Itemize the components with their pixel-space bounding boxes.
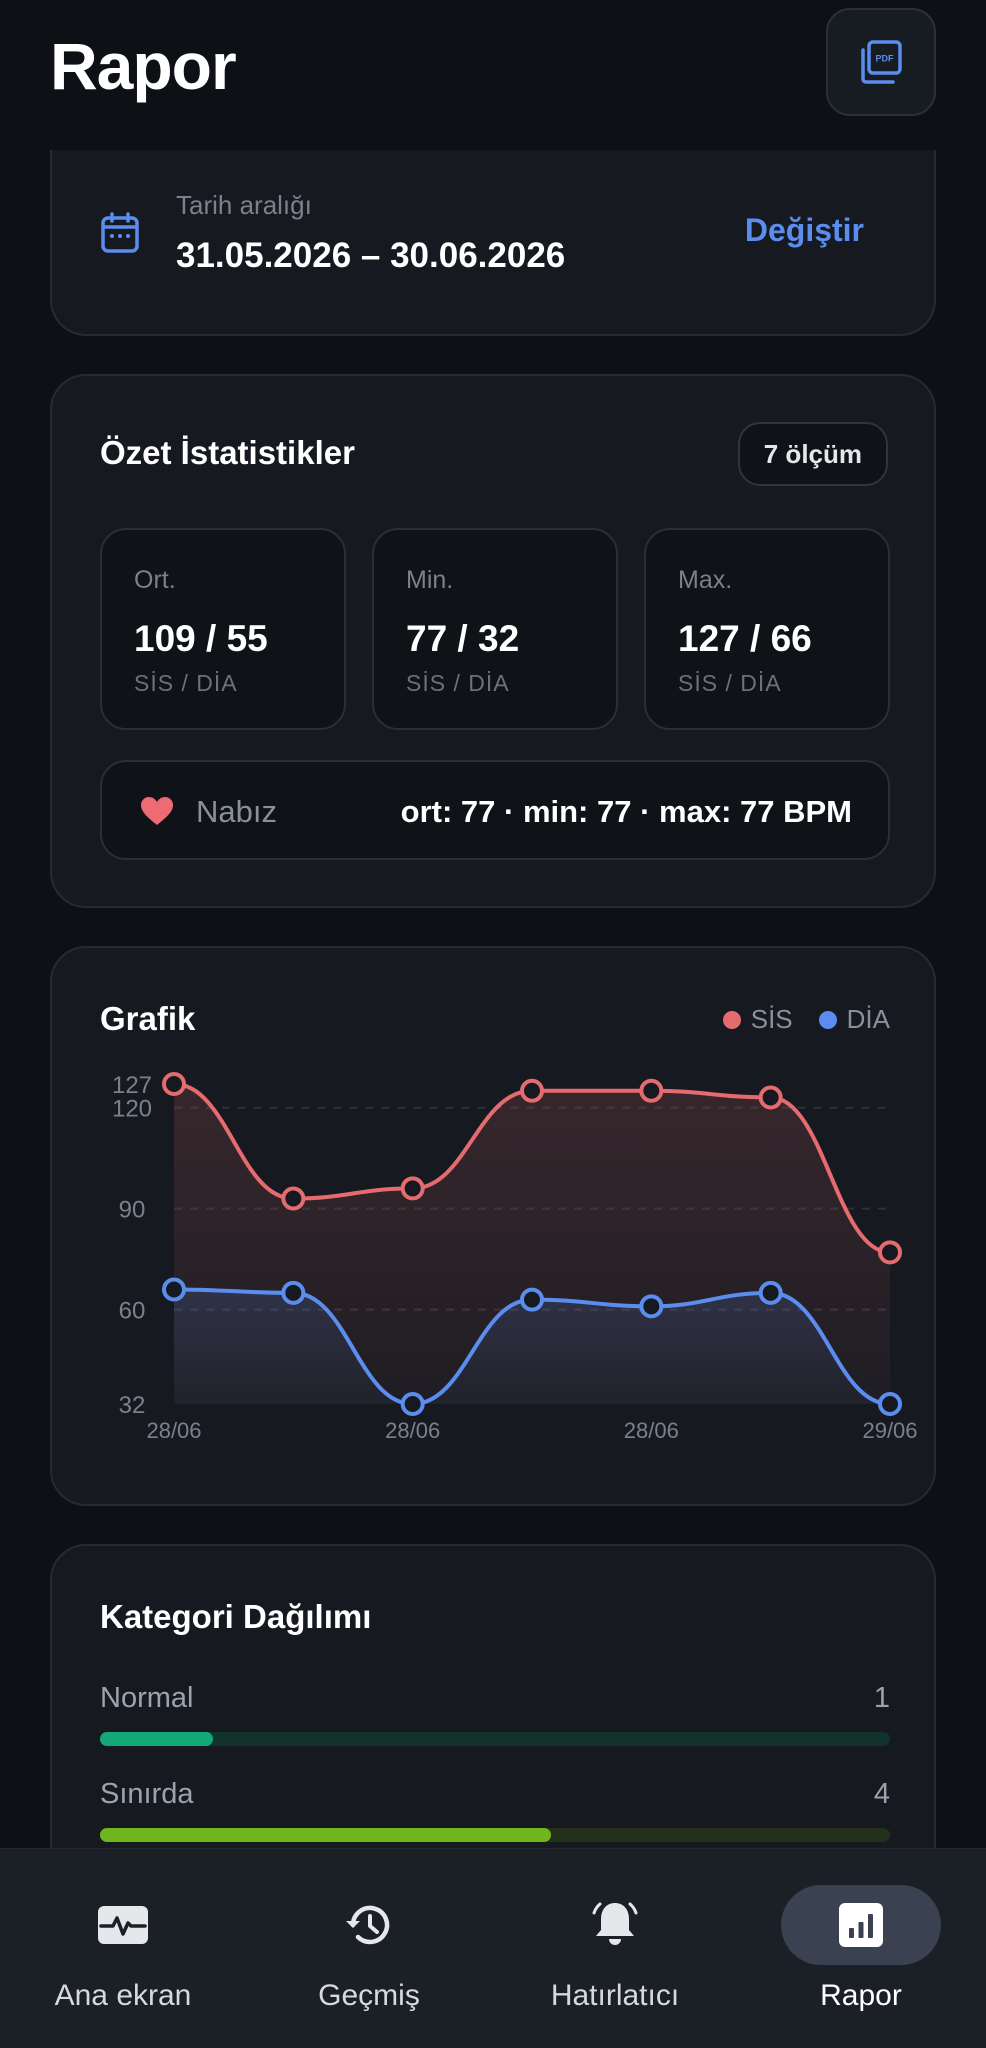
change-date-button[interactable]: Değiştir — [744, 212, 864, 248]
pulse-summary: Nabız ort: 77 · min: 77 · max: 77 BPM — [100, 760, 890, 860]
nav-label: Hatırlatıcı — [550, 1979, 680, 2012]
pulse-value: ort: 77 · min: 77 · max: 77 BPM — [400, 794, 852, 829]
x-tick-label: 28/06 — [146, 1418, 201, 1443]
stat-label: Min. — [406, 566, 454, 594]
summary-title: Özet İstatistikler — [100, 434, 355, 471]
legend-label-dia: DİA — [846, 1004, 890, 1034]
nav-item-reminder[interactable]: Hatırlatıcı — [492, 1849, 738, 2048]
data-point — [162, 1277, 186, 1302]
y-tick-label: 120 — [112, 1096, 152, 1123]
bell-icon — [592, 1902, 638, 1945]
category-count: 1 — [873, 1682, 890, 1714]
chart-card: Grafik SİS DİA 32 60 90 120 127 28/06 28/06 28/… — [50, 946, 936, 1506]
bottom-navigation: Ana ekran Geçmiş Hatırlatıcı — [0, 1848, 986, 2048]
category-bar-track — [100, 1828, 890, 1842]
y-tick-label: 32 — [119, 1392, 146, 1419]
y-tick-label: 90 — [119, 1197, 146, 1224]
app-header: Rapor PDF — [0, 0, 986, 160]
nav-label: Rapor — [820, 1979, 902, 2012]
x-tick-label: 28/06 — [385, 1418, 440, 1443]
chart-legend: SİS DİA — [722, 1004, 890, 1035]
pdf-export-icon: PDF — [861, 40, 902, 84]
pdf-export-button[interactable]: PDF — [826, 8, 936, 116]
x-tick-label: 28/06 — [624, 1418, 679, 1443]
data-point — [520, 1287, 544, 1312]
series-area-DİA — [174, 1289, 890, 1404]
data-point — [400, 1392, 425, 1416]
nav-item-history[interactable]: Geçmiş — [246, 1849, 492, 2048]
data-point — [758, 1085, 783, 1110]
data-point — [878, 1240, 902, 1265]
data-point — [878, 1392, 902, 1416]
stat-value: 127 / 66 — [678, 618, 812, 659]
history-icon — [346, 1905, 390, 1945]
calendar-icon — [101, 212, 139, 253]
heart-icon — [141, 797, 173, 825]
stat-value: 109 / 55 — [134, 618, 268, 659]
stat-value: 77 / 32 — [406, 618, 520, 659]
category-name: Sınırda — [100, 1778, 194, 1810]
nav-label: Geçmiş — [318, 1979, 420, 2012]
data-point — [162, 1072, 186, 1096]
legend-dot-dia — [818, 1010, 837, 1029]
date-range-value: 31.05.2026 – 30.06.2026 — [176, 236, 566, 275]
stat-label: Ort. — [134, 566, 176, 594]
stat-unit: SİS / DİA — [134, 670, 238, 696]
nav-pill — [43, 1885, 203, 1965]
nav-pill — [535, 1885, 695, 1965]
stat-unit: SİS / DİA — [406, 670, 510, 696]
stat-average: Ort. 109 / 55 SİS / DİA — [100, 528, 346, 730]
nav-pill-active — [781, 1885, 941, 1965]
stat-label: Max. — [678, 566, 733, 594]
data-point — [400, 1176, 425, 1201]
y-tick-label: 60 — [119, 1298, 146, 1325]
category-bar-track — [100, 1732, 890, 1746]
legend-dot-sis — [722, 1010, 741, 1029]
legend-item-sis: SİS — [722, 1004, 793, 1035]
category-name: Normal — [100, 1682, 194, 1714]
chart-title: Grafik — [100, 1000, 196, 1037]
nav-item-report[interactable]: Rapor — [738, 1849, 984, 2048]
heart-monitor-icon — [98, 1906, 148, 1944]
data-point — [758, 1280, 783, 1305]
date-range-label: Tarih aralığı — [176, 190, 312, 220]
nav-pill — [289, 1885, 449, 1965]
stat-unit: SİS / DİA — [678, 670, 782, 696]
category-count: 4 — [873, 1778, 890, 1810]
svg-text:PDF: PDF — [876, 54, 895, 64]
stat-maximum: Max. 127 / 66 SİS / DİA — [644, 528, 890, 730]
category-bar-fill — [100, 1732, 213, 1746]
x-tick-label: 29/06 — [862, 1418, 917, 1443]
summary-stats-card: Özet İstatistikler 7 ölçüm Ort. 109 / 55… — [50, 374, 936, 908]
measurement-count-badge: 7 ölçüm — [737, 422, 888, 486]
y-tick-label: 127 — [112, 1072, 152, 1099]
date-range-card: Tarih aralığı 31.05.2026 – 30.06.2026 De… — [50, 150, 936, 336]
legend-label-sis: SİS — [750, 1004, 793, 1034]
category-bar-fill — [100, 1828, 552, 1842]
bar-chart-icon — [839, 1903, 883, 1947]
category-title: Kategori Dağılımı — [100, 1598, 372, 1635]
data-point — [281, 1186, 306, 1211]
data-point — [639, 1078, 664, 1103]
stat-minimum: Min. 77 / 32 SİS / DİA — [372, 528, 618, 730]
legend-item-dia: DİA — [818, 1004, 890, 1035]
data-point — [520, 1078, 544, 1103]
pulse-label: Nabız — [196, 794, 277, 829]
nav-label: Ana ekran — [54, 1979, 192, 2012]
page-title: Rapor — [50, 29, 237, 103]
data-point — [281, 1280, 306, 1305]
data-point — [639, 1294, 664, 1319]
nav-item-home[interactable]: Ana ekran — [0, 1849, 246, 2048]
